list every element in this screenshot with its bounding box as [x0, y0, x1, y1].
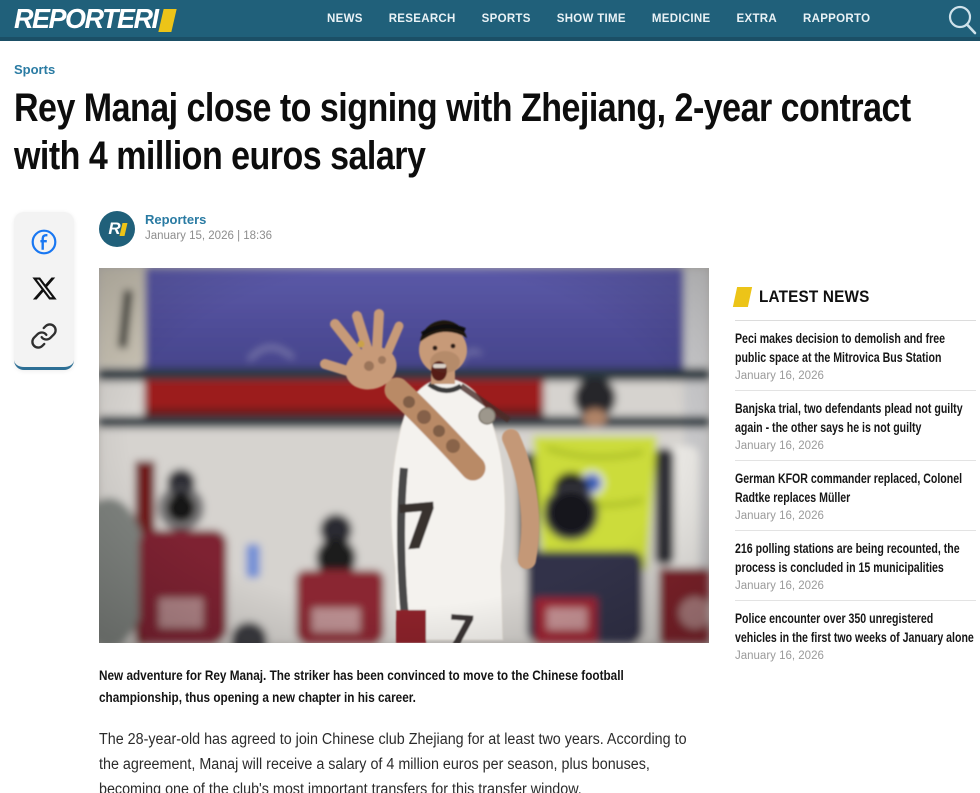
share-x-button[interactable] — [28, 274, 60, 306]
news-item-title[interactable]: Police encounter over 350 unregistered v… — [735, 611, 974, 645]
latest-news-title: LATEST NEWS — [759, 287, 870, 306]
yellow-mark-icon — [732, 287, 753, 307]
search-icon[interactable] — [944, 3, 980, 37]
news-item-date: January 16, 2026 — [735, 650, 824, 662]
nav-item-research[interactable]: RESEARCH — [388, 12, 456, 25]
news-item-title[interactable]: Peci makes decision to demolish and free… — [735, 331, 946, 365]
news-item-date: January 16, 2026 — [735, 510, 824, 522]
list-item: Police encounter over 350 unregistered v… — [735, 601, 976, 670]
share-copy-link-button[interactable] — [28, 321, 60, 353]
x-twitter-icon — [31, 275, 58, 305]
nav-item-news[interactable]: NEWS — [327, 12, 363, 25]
latest-news-header: LATEST NEWS — [732, 285, 976, 309]
logo-yellow-block-icon — [157, 9, 177, 32]
article-body: The 28-year-old has agreed to join Chine… — [99, 731, 687, 793]
site-logo[interactable]: REPORTERI — [14, 3, 177, 35]
news-item-title[interactable]: German KFOR commander replaced, Colonel … — [735, 471, 963, 505]
article-title: Rey Manaj close to signing with Zhejiang… — [14, 86, 911, 178]
nav-item-sports[interactable]: SPORTS — [481, 12, 531, 25]
news-item-title[interactable]: 216 polling stations are being recounted… — [735, 541, 960, 575]
avatar-yellow-block-icon — [119, 223, 128, 236]
author-avatar: R — [99, 211, 135, 247]
nav-item-rapporto[interactable]: RAPPORTO — [803, 12, 871, 25]
article-lead: New adventure for Rey Manaj. The striker… — [99, 667, 624, 705]
article-image: 7 7 — [99, 268, 709, 643]
news-item-date: January 16, 2026 — [735, 440, 824, 452]
main-nav: NEWS RESEARCH SPORTS SHOW TIME MEDICINE … — [327, 0, 870, 37]
category-link[interactable]: Sports — [14, 62, 56, 77]
list-item: Peci makes decision to demolish and free… — [735, 321, 976, 391]
nav-item-extra[interactable]: EXTRA — [736, 12, 777, 25]
news-item-date: January 16, 2026 — [735, 370, 824, 382]
news-item-date: January 16, 2026 — [735, 580, 824, 592]
news-item-title[interactable]: Banjska trial, two defendants plead not … — [735, 401, 963, 435]
logo-text: REPORTERI — [14, 3, 159, 35]
list-item: Banjska trial, two defendants plead not … — [735, 391, 976, 461]
publish-datetime: January 15, 2026 | 18:36 — [145, 230, 273, 242]
author-name[interactable]: Reporters — [145, 212, 207, 227]
copy-link-icon — [30, 322, 58, 353]
list-item: 216 polling stations are being recounted… — [735, 531, 976, 601]
facebook-icon — [29, 227, 59, 260]
share-facebook-button[interactable] — [28, 227, 60, 259]
share-widget — [14, 212, 74, 370]
site-header: REPORTERI NEWS RESEARCH SPORTS SHOW TIME… — [0, 0, 980, 41]
latest-news-list: Peci makes decision to demolish and free… — [735, 320, 976, 670]
nav-item-medicine[interactable]: MEDICINE — [651, 12, 711, 25]
list-item: German KFOR commander replaced, Colonel … — [735, 461, 976, 531]
latest-news-sidebar: LATEST NEWS Peci makes decision to demol… — [732, 285, 976, 670]
nav-item-show-time[interactable]: SHOW TIME — [556, 12, 626, 25]
